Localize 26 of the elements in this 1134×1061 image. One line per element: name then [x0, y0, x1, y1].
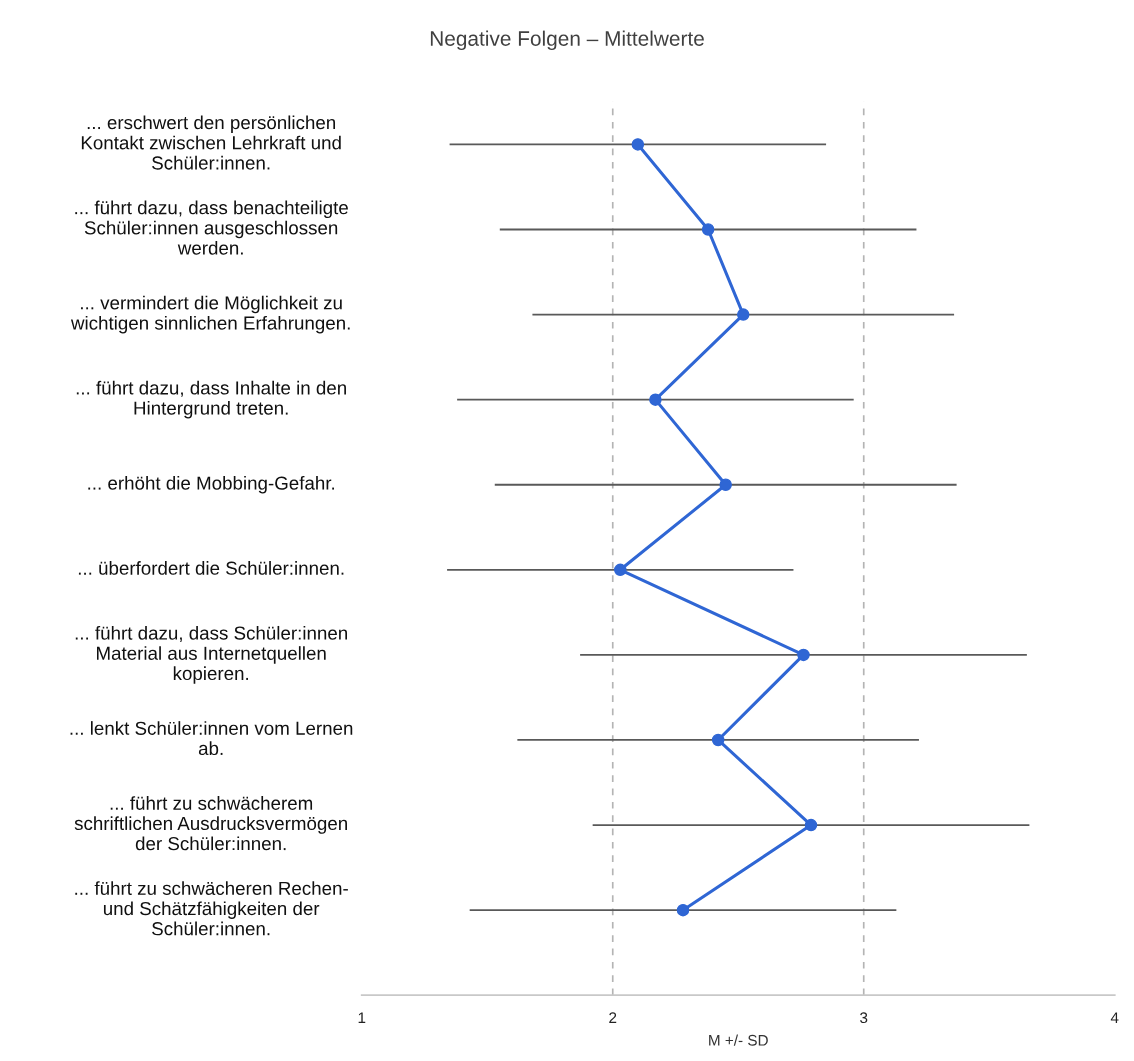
point — [737, 308, 750, 321]
y-tick-label: ... führt dazu, dass Inhalte in den Hintergrund treten. — [76, 380, 346, 419]
point — [631, 138, 645, 151]
y-tick-label: ... lenkt Schüler:innen vom Lernen ab. — [70, 721, 353, 756]
y-tick-label: ... erschwert den persönlichen Kontakt zwischen Lehrkraft und Schüler:innen. — [81, 115, 341, 170]
point — [711, 733, 725, 747]
chart-title: Negative Folgen – Mittelwerte — [430, 30, 704, 51]
y-tick-label: ... vermindert die Möglichkeit zu wichtigen sinnlichen Erfahrungen. — [70, 295, 350, 334]
y-tick-label: ... führt zu schwächeren Rechen- und Schätzfähigkeiten der Schüler:innen. — [75, 881, 348, 936]
x-axis-title: M +/- SD — [709, 1034, 768, 1046]
point — [804, 818, 818, 832]
point — [649, 393, 662, 406]
y-tick-label: ... führt zu schwächerem schriftlichen Ausdrucksvermögen der Schüler:innen. — [74, 796, 347, 851]
point — [797, 648, 810, 662]
x-tick-label: 1 — [358, 1012, 366, 1023]
point — [701, 223, 715, 236]
y-tick-label: ... erhöht die Mobbing-Gefahr. — [88, 475, 334, 494]
point — [676, 903, 690, 917]
y-tick-label: ... überfordert die Schüler:innen. — [78, 561, 344, 575]
x-tick-label: 2 — [609, 1012, 617, 1023]
x-tick-label: 4 — [1110, 1012, 1119, 1023]
y-tick-label: ... führt dazu, dass Schüler:innen Material aus Internetquellen kopieren. — [75, 625, 347, 684]
point — [719, 478, 732, 491]
y-tick-label: ... führt dazu, dass benachteiligte Schüler:innen ausgeschlossen werden. — [75, 200, 348, 255]
x-tick-label: 3 — [860, 1012, 868, 1024]
point — [614, 563, 627, 577]
